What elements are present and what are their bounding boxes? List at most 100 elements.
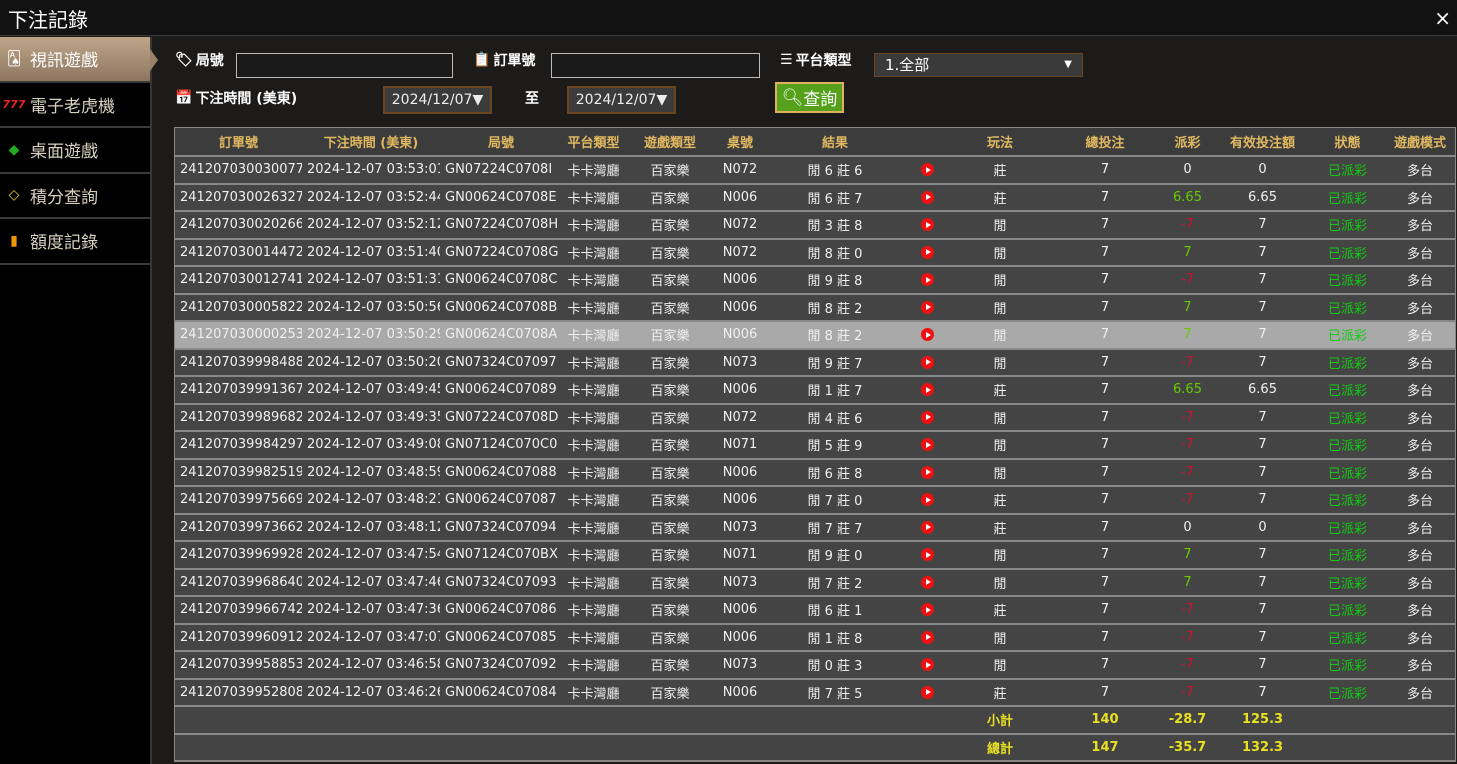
play-video-icon[interactable]: [921, 383, 934, 397]
cell-replay: [905, 651, 950, 680]
header-game-type: 遊戲類型: [625, 128, 715, 157]
table-row[interactable]: 241207030012741 2024-12-07 03:51:31 GN0062…: [175, 266, 1455, 295]
cell-replay: [905, 321, 950, 350]
play-video-icon[interactable]: [921, 245, 934, 259]
cards-icon: 🂡: [6, 50, 22, 67]
play-video-icon[interactable]: [921, 410, 934, 424]
cell-order-no: 241207039982519: [175, 458, 302, 487]
cell-order-no: 241207030030077: [175, 156, 302, 185]
cell-game-type: 百家樂: [625, 568, 715, 597]
header-bet-time: 下注時間 (美東): [302, 128, 440, 157]
cell-game-type: 百家樂: [625, 623, 715, 652]
play-video-icon[interactable]: [921, 465, 934, 479]
cell-replay: [905, 293, 950, 322]
total-bet: 147: [1050, 733, 1160, 762]
play-video-icon[interactable]: [921, 190, 934, 204]
round-input[interactable]: [236, 53, 453, 78]
cell-round-no: GN00624C0708C: [440, 266, 562, 295]
cell-game-type: 百家樂: [625, 211, 715, 240]
table-row[interactable]: 241207039998488 2024-12-07 03:50:20 GN0732…: [175, 348, 1455, 377]
sidebar-item-points[interactable]: ◇ 積分查詢: [0, 174, 150, 219]
cell-order-no: 241207030026327: [175, 183, 302, 212]
cell-total-bet: 7: [1050, 403, 1160, 432]
cell-table-no: N072: [715, 211, 765, 240]
cell-replay: [905, 458, 950, 487]
table-row[interactable]: 241207030026327 2024-12-07 03:52:44 GN0062…: [175, 183, 1455, 212]
play-video-icon[interactable]: [921, 273, 934, 287]
cell-round-no: GN07224C0708I: [440, 156, 562, 185]
header-total-bet: 總投注: [1050, 128, 1160, 157]
play-video-icon[interactable]: [921, 300, 934, 314]
table-row[interactable]: 241207039969928 2024-12-07 03:47:54 GN0712…: [175, 541, 1455, 570]
platform-select[interactable]: 1.全部 ▼: [874, 53, 1083, 77]
play-video-icon[interactable]: [921, 603, 934, 617]
window-title: 下注記錄: [8, 8, 88, 32]
cell-game-type: 百家樂: [625, 651, 715, 680]
cell-replay: [905, 211, 950, 240]
cell-table-no: N006: [715, 596, 765, 625]
sidebar-item-slots[interactable]: 777 電子老虎機: [0, 83, 150, 128]
table-row[interactable]: 241207039968640 2024-12-07 03:47:46 GN0732…: [175, 568, 1455, 597]
table-row[interactable]: 241207039982519 2024-12-07 03:48:59 GN0062…: [175, 458, 1455, 487]
cell-table-no: N071: [715, 541, 765, 570]
table-row[interactable]: 241207030020266 2024-12-07 03:52:12 GN0722…: [175, 211, 1455, 240]
cell-platform: 卡卡灣廳: [562, 486, 625, 515]
cell-result: 閒 9 莊 7: [765, 348, 905, 377]
play-video-icon[interactable]: [921, 685, 934, 699]
table-row[interactable]: 241207039966742 2024-12-07 03:47:36 GN0062…: [175, 596, 1455, 625]
bet-records-table: 訂單號 下注時間 (美東) 局號 平台類型 遊戲類型 桌號 結果 玩法 總投注 派彩 有效投注額 狀態…: [174, 127, 1456, 762]
table-row[interactable]: 241207039952808 2024-12-07 03:46:26 GN0062…: [175, 678, 1455, 707]
table-row[interactable]: 241207039989682 2024-12-07 03:49:35 GN0722…: [175, 403, 1455, 432]
play-video-icon[interactable]: [921, 658, 934, 672]
slot-777-icon: 777: [2, 97, 26, 111]
document-icon: ▮: [10, 232, 18, 249]
sidebar-item-credit-records[interactable]: ▮ 額度記錄: [0, 219, 150, 265]
table-row[interactable]: 241207030014472 2024-12-07 03:51:40 GN0722…: [175, 238, 1455, 267]
cell-bet-time: 2024-12-07 03:50:56: [302, 293, 440, 322]
date-to-picker[interactable]: 2024/12/07▼: [567, 86, 676, 114]
cell-order-no: 241207039989682: [175, 403, 302, 432]
cell-platform: 卡卡灣廳: [562, 541, 625, 570]
cell-status: 已派彩: [1310, 156, 1385, 185]
play-video-icon[interactable]: [921, 328, 934, 342]
table-row[interactable]: 241207030000253 2024-12-07 03:50:29 GN0062…: [175, 321, 1455, 350]
play-video-icon[interactable]: [921, 163, 934, 177]
cell-game-type: 百家樂: [625, 678, 715, 707]
cell-status: 已派彩: [1310, 678, 1385, 707]
cell-round-no: GN07324C07092: [440, 651, 562, 680]
sidebar-item-live-games[interactable]: 🂡 視訊遊戲: [0, 37, 158, 83]
cell-total-bet: 7: [1050, 568, 1160, 597]
cell-status: 已派彩: [1310, 376, 1385, 405]
cell-table-no: N006: [715, 183, 765, 212]
play-video-icon[interactable]: [921, 548, 934, 562]
cell-round-no: GN00624C0708E: [440, 183, 562, 212]
cell-replay: [905, 623, 950, 652]
close-icon[interactable]: ×: [1434, 6, 1451, 30]
table-row[interactable]: 241207039991367 2024-12-07 03:49:45 GN0062…: [175, 376, 1455, 405]
table-row[interactable]: 241207039975669 2024-12-07 03:48:21 GN0062…: [175, 486, 1455, 515]
table-row[interactable]: 241207030030077 2024-12-07 03:53:01 GN0722…: [175, 156, 1455, 185]
play-video-icon[interactable]: [921, 355, 934, 369]
play-video-icon[interactable]: [921, 520, 934, 534]
sidebar-item-table-games[interactable]: ◆ 桌面遊戲: [0, 128, 150, 174]
play-video-icon[interactable]: [921, 630, 934, 644]
table-row[interactable]: 241207039984297 2024-12-07 03:49:08 GN0712…: [175, 431, 1455, 460]
table-row[interactable]: 241207030005822 2024-12-07 03:50:56 GN0062…: [175, 293, 1455, 322]
cell-replay: [905, 403, 950, 432]
table-row[interactable]: 241207039973662 2024-12-07 03:48:12 GN0732…: [175, 513, 1455, 542]
play-video-icon[interactable]: [921, 218, 934, 232]
cell-platform: 卡卡灣廳: [562, 376, 625, 405]
cell-status: 已派彩: [1310, 513, 1385, 542]
cell-status: 已派彩: [1310, 568, 1385, 597]
play-video-icon[interactable]: [921, 438, 934, 452]
date-from-picker[interactable]: 2024/12/07▼: [383, 86, 492, 114]
cell-play-type: 閒: [950, 403, 1050, 432]
play-video-icon[interactable]: [921, 575, 934, 589]
round-label-text: 局號: [195, 53, 224, 69]
query-button[interactable]: 🔍︎ 查詢: [775, 82, 844, 113]
play-video-icon[interactable]: [921, 493, 934, 507]
table-row[interactable]: 241207039958853 2024-12-07 03:46:58 GN0732…: [175, 651, 1455, 680]
order-input[interactable]: [551, 53, 760, 78]
cell-order-no: 241207030000253: [175, 321, 302, 350]
table-row[interactable]: 241207039960912 2024-12-07 03:47:07 GN0062…: [175, 623, 1455, 652]
